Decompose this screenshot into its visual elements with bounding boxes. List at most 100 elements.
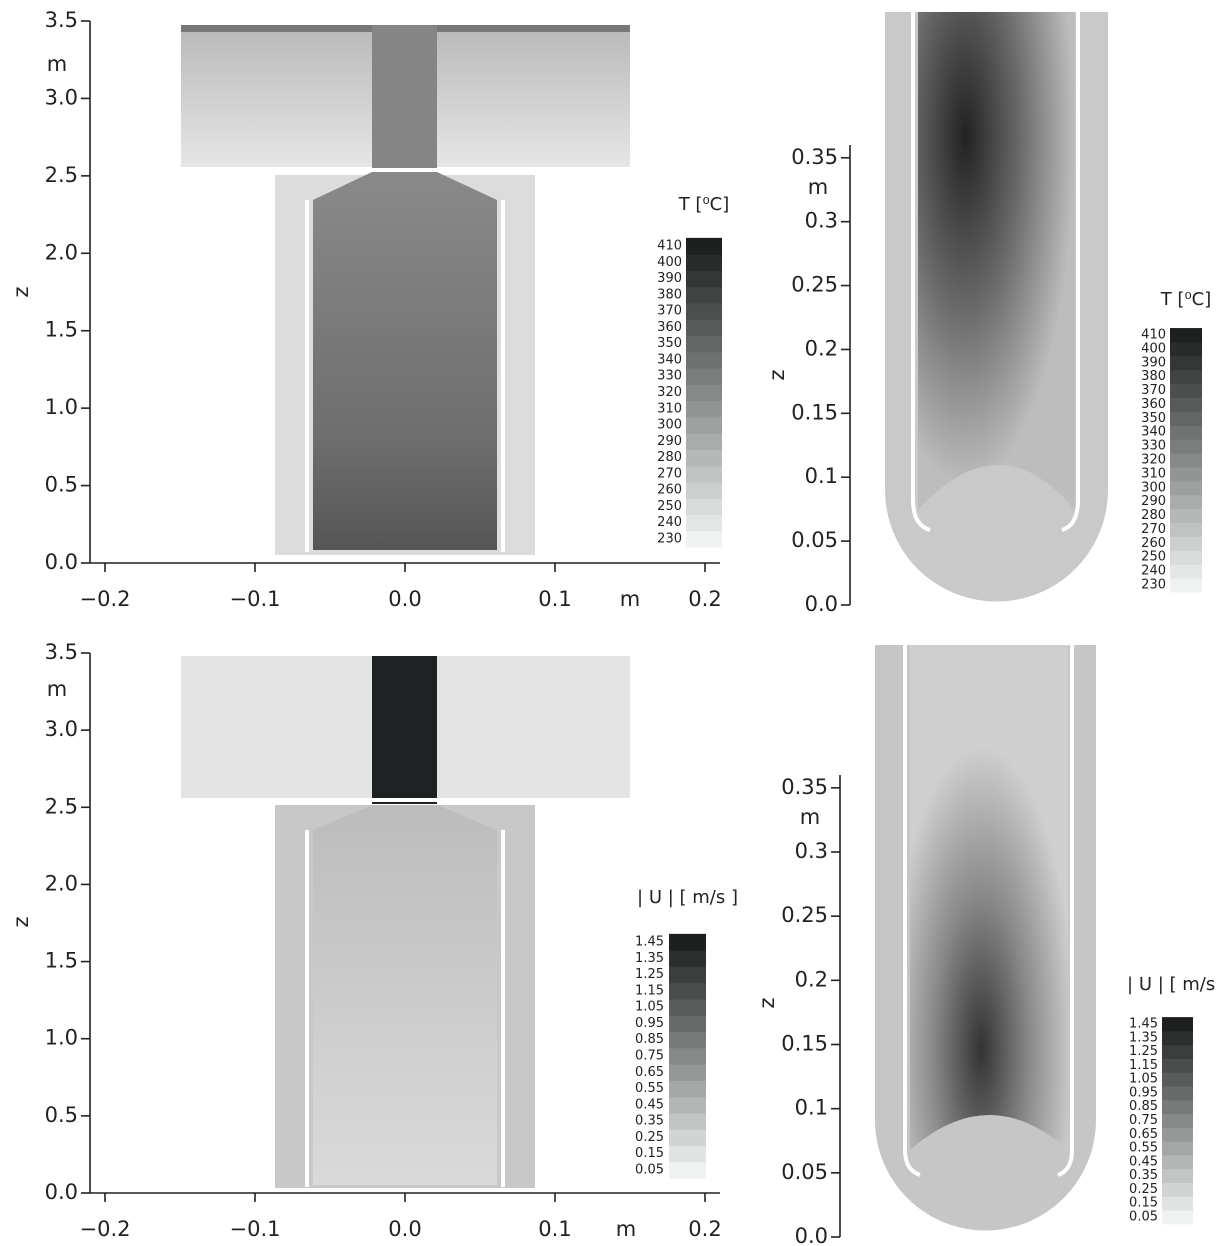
colorbar-label: 230: [657, 532, 682, 547]
colorbar-label: 360: [1141, 397, 1166, 412]
colorbar-band: [669, 1129, 706, 1146]
y-tick-label: 1.0: [45, 1026, 78, 1050]
colorbar-band: [1170, 481, 1202, 495]
colorbar-band: [1162, 1017, 1193, 1031]
x-tick-label: 0.1: [538, 1217, 571, 1241]
y-tick-label: 3.0: [45, 85, 78, 109]
colorbar-label: 320: [1141, 453, 1166, 468]
field-bottom-left: [181, 656, 630, 1188]
colorbar-band: [1162, 1086, 1193, 1100]
colorbar-label: 250: [1141, 550, 1166, 565]
colorbar-label: 230: [1141, 578, 1166, 593]
colorbar-label: 350: [657, 336, 682, 351]
colorbar-band: [686, 303, 722, 320]
field-top-left: [181, 25, 630, 555]
colorbar-label: 280: [1141, 508, 1166, 523]
colorbar-band: [669, 1080, 706, 1097]
x-tick-label: 0.2: [688, 1217, 721, 1241]
colorbar-label: 0.55: [635, 1081, 664, 1096]
colorbar-label: 0.75: [635, 1049, 664, 1064]
colorbar-band: [669, 983, 706, 1000]
colorbar-label: 300: [1141, 480, 1166, 495]
colorbar-band: [669, 1162, 706, 1179]
colorbar-band: [686, 482, 722, 499]
y-tick-label: 0.3: [795, 839, 828, 863]
y-tick-label: 0.15: [791, 400, 838, 424]
x-unit: m: [620, 587, 640, 611]
x-tick-label: −0.1: [230, 587, 281, 611]
colorbar-label: 0.85: [635, 1032, 664, 1047]
colorbar-band: [669, 966, 706, 983]
y-axis-label: z: [755, 997, 779, 1008]
colorbar-band: [1170, 411, 1202, 425]
colorbar-band: [1170, 453, 1202, 467]
field-bottom-right: [875, 645, 1096, 1231]
colorbar-band: [686, 287, 722, 304]
colorbar-label: 0.65: [635, 1065, 664, 1080]
y-tick-label: 2.0: [45, 240, 78, 264]
colorbar-band: [686, 238, 722, 255]
colorbar-label: 410: [1141, 328, 1166, 343]
colorbar-label: 300: [657, 418, 682, 433]
x-tick-label: −0.1: [230, 1217, 281, 1241]
colorbar-band: [1162, 1127, 1193, 1141]
colorbar-band: [1162, 1169, 1193, 1183]
colorbar-band: [669, 1113, 706, 1130]
colorbar-band: [686, 498, 722, 515]
y-axis-label: z: [9, 916, 33, 927]
colorbar-label: 1.25: [635, 967, 664, 982]
y-tick-label: 0.3: [805, 209, 838, 233]
y-tick-label: 0.25: [781, 903, 828, 927]
colorbar-label: 400: [657, 255, 682, 270]
colorbar-band: [686, 449, 722, 466]
y-tick-label: 0.1: [805, 464, 838, 488]
colorbar-label: 0.35: [635, 1114, 664, 1129]
x-tick-label: −0.2: [80, 1217, 131, 1241]
y-tick-label: 0.05: [791, 528, 838, 552]
y-tick-label: 0.2: [805, 336, 838, 360]
colorbar-band: [1170, 439, 1202, 453]
colorbar-band: [1170, 550, 1202, 564]
colorbar-band: [1170, 425, 1202, 439]
colorbar-band: [1162, 1031, 1193, 1045]
colorbar-band: [1162, 1141, 1193, 1155]
colorbar-label: 0.25: [1129, 1182, 1158, 1197]
colorbar-label: 390: [1141, 355, 1166, 370]
y-tick-label: 0.0: [45, 1180, 78, 1204]
y-tick-label: 1.5: [45, 318, 78, 342]
y-tick-label: 3.0: [45, 717, 78, 741]
colorbar-band: [1170, 356, 1202, 370]
colorbar-label: 0.85: [1129, 1099, 1158, 1114]
colorbar-band: [669, 1048, 706, 1065]
y-axis-label: z: [765, 369, 789, 380]
colorbar-label: 0.65: [1129, 1127, 1158, 1142]
colorbar-band: [1170, 342, 1202, 356]
colorbar-title: T [⁰C]: [678, 194, 730, 215]
colorbar-band: [1162, 1058, 1193, 1072]
colorbar-band: [686, 254, 722, 271]
y-tick-label: 0.0: [805, 592, 838, 616]
colorbar-label: 1.25: [1129, 1044, 1158, 1059]
colorbar-band: [1170, 509, 1202, 523]
colorbar-band: [1170, 523, 1202, 537]
colorbar-label: 1.45: [1129, 1017, 1158, 1032]
figure: 0.00.51.01.52.02.53.03.5zm−0.2−0.10.00.1…: [0, 0, 1216, 1246]
x-unit: m: [616, 1217, 636, 1241]
x-tick-label: 0.1: [538, 587, 571, 611]
colorbar-label: 400: [1141, 341, 1166, 356]
colorbar-band: [686, 319, 722, 336]
y-tick-label: 0.1: [795, 1096, 828, 1120]
colorbar-band: [669, 1064, 706, 1081]
colorbar-band: [1162, 1045, 1193, 1059]
y-unit: m: [800, 805, 820, 829]
colorbar-label: 0.05: [635, 1163, 664, 1178]
colorbar-label: 1.05: [1129, 1072, 1158, 1087]
y-tick-label: 1.0: [45, 395, 78, 419]
colorbar-label: 0.95: [1129, 1085, 1158, 1100]
colorbar-label: 0.95: [635, 1016, 664, 1031]
colorbar-label: 0.45: [1129, 1154, 1158, 1169]
colorbar-label: 1.05: [635, 1000, 664, 1015]
colorbar-label: 1.45: [635, 935, 664, 950]
colorbar-title: | U | [ m/s ]: [1127, 974, 1216, 995]
y-tick-label: 0.35: [781, 775, 828, 799]
